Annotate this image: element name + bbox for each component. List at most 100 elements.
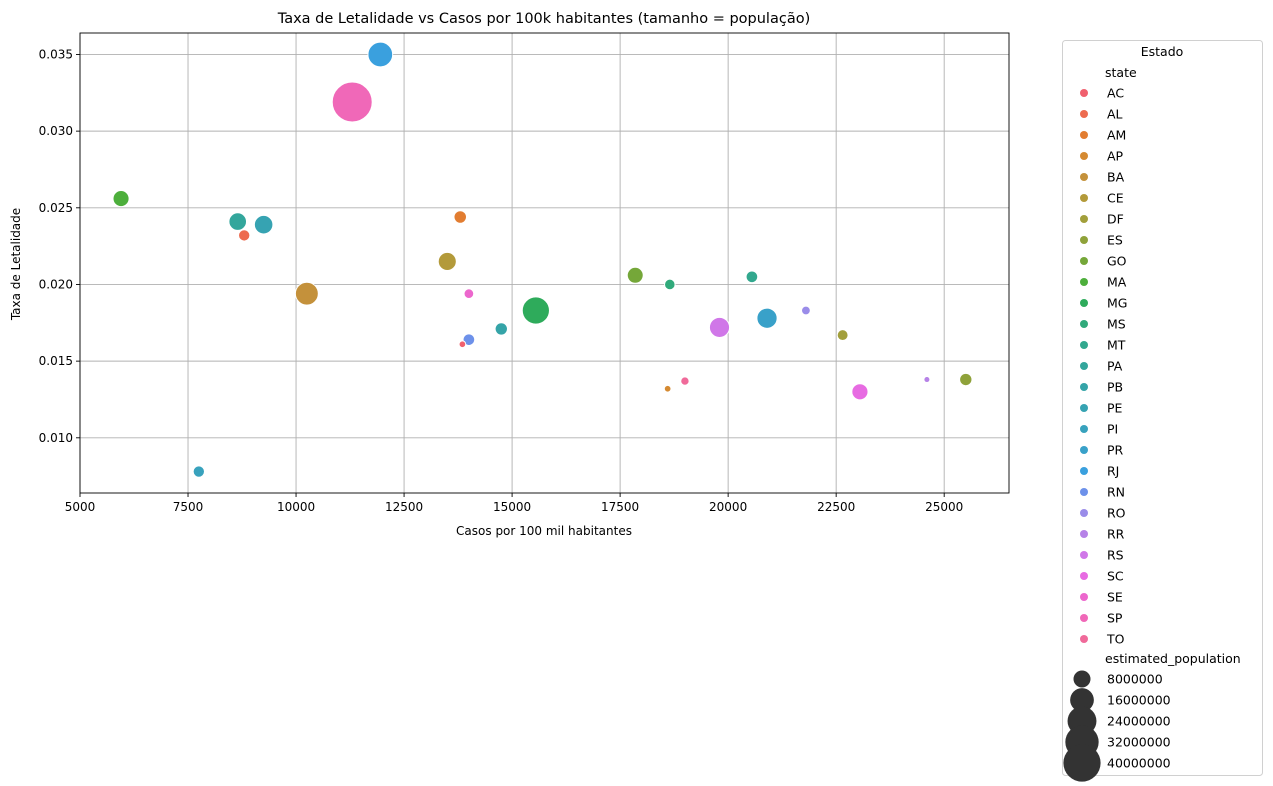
data-point-ma: [112, 190, 130, 208]
legend-item: DF: [1080, 212, 1124, 227]
legend-marker: [1080, 635, 1088, 643]
y-axis-label: Taxa de Letalidade: [9, 208, 23, 321]
legend-marker: [1080, 572, 1088, 580]
legend-marker: [1080, 383, 1088, 391]
legend-label: MT: [1107, 338, 1126, 353]
data-point-ap: [663, 384, 672, 393]
data-point-go: [626, 266, 644, 284]
legend-size-marker: [1063, 744, 1101, 782]
legend-label: AM: [1107, 128, 1126, 143]
legend-size-item: 40000000: [1063, 744, 1171, 782]
legend-label: RR: [1107, 527, 1125, 542]
legend-label: AP: [1107, 149, 1124, 164]
legend-size-item: 16000000: [1070, 688, 1171, 712]
legend-item: PR: [1080, 443, 1124, 458]
legend-item: MS: [1080, 317, 1126, 332]
legend-marker: [1080, 236, 1088, 244]
legend-marker: [1080, 152, 1088, 160]
legend-label: SE: [1107, 590, 1123, 605]
data-point-ba: [294, 281, 319, 306]
x-tick-label: 12500: [385, 500, 423, 514]
legend-marker: [1080, 320, 1088, 328]
legend-marker: [1080, 446, 1088, 454]
legend-item: MT: [1080, 338, 1126, 353]
legend-item: SC: [1080, 569, 1124, 584]
legend-label: PI: [1107, 422, 1118, 437]
chart-title: Taxa de Letalidade vs Casos por 100k hab…: [277, 11, 811, 27]
legend-label: CE: [1107, 191, 1124, 206]
legend-marker: [1080, 131, 1088, 139]
legend-marker: [1080, 404, 1088, 412]
legend-marker: [1080, 173, 1088, 181]
data-point-rs: [708, 316, 731, 338]
data-point-pi: [192, 465, 206, 478]
data-point-pb: [494, 322, 508, 336]
legend-label: SC: [1107, 569, 1124, 584]
legend-marker: [1080, 488, 1088, 496]
legend-item: PI: [1080, 422, 1118, 437]
legend-item: PA: [1080, 359, 1123, 374]
legend-item: PE: [1080, 401, 1123, 416]
data-point-ac: [458, 340, 467, 349]
legend-marker: [1080, 257, 1088, 265]
legend-item: RS: [1080, 548, 1124, 563]
legend-item: AL: [1080, 107, 1123, 122]
y-tick-label: 0.010: [39, 431, 73, 445]
x-tick-label: 20000: [709, 500, 747, 514]
data-point-rn: [462, 333, 476, 346]
legend-item: RR: [1080, 527, 1125, 542]
data-point-am: [453, 210, 467, 224]
legend-item: AC: [1080, 86, 1124, 101]
y-tick-label: 0.020: [39, 277, 73, 291]
legend-size-item: 8000000: [1073, 670, 1163, 688]
data-point-rr: [923, 376, 931, 384]
data-point-ce: [437, 251, 457, 272]
data-point-mt: [745, 270, 759, 284]
legend-item: ES: [1080, 233, 1123, 248]
legend-item: PB: [1080, 380, 1123, 395]
data-point-mg: [521, 296, 550, 325]
legend-label: PB: [1107, 380, 1123, 395]
legend-marker: [1080, 215, 1088, 223]
legend-size-label: 16000000: [1107, 693, 1171, 708]
legend-title: Estado: [1141, 44, 1184, 59]
legend-label: PR: [1107, 443, 1124, 458]
legend-size-title: estimated_population: [1105, 651, 1241, 666]
data-point-sc: [851, 383, 869, 401]
legend-frame: [1062, 40, 1263, 776]
legend-item: AM: [1080, 128, 1126, 143]
data-point-al: [238, 229, 251, 242]
data-point-sp: [331, 81, 373, 123]
legend-label: PA: [1107, 359, 1123, 374]
legend-marker: [1080, 509, 1088, 517]
legend-label: SP: [1107, 611, 1123, 626]
legend-item: TO: [1080, 632, 1125, 647]
legend-marker: [1080, 593, 1088, 601]
legend-marker: [1080, 110, 1088, 118]
plot-frame: [79, 32, 1010, 494]
legend-label: RS: [1107, 548, 1124, 563]
legend-item: RN: [1080, 485, 1125, 500]
x-tick-label: 17500: [601, 500, 639, 514]
legend-marker: [1080, 425, 1088, 433]
legend-label: MG: [1107, 296, 1127, 311]
data-point-se: [463, 288, 475, 300]
x-axis-label: Casos por 100 mil habitantes: [456, 524, 632, 538]
legend-size-label: 40000000: [1107, 756, 1171, 771]
legend-marker: [1080, 530, 1088, 538]
legend-label: MA: [1107, 275, 1127, 290]
x-tick-label: 5000: [65, 500, 96, 514]
y-tick-label: 0.030: [39, 124, 73, 138]
legend-label: RO: [1107, 506, 1126, 521]
data-point-pe: [253, 214, 274, 235]
legend-label: ES: [1107, 233, 1123, 248]
legend-size-marker: [1070, 688, 1094, 712]
legend-item: MA: [1080, 275, 1127, 290]
legend-marker: [1080, 194, 1088, 202]
data-point-pr: [756, 307, 778, 329]
legend: Estado state AC AL AM AP BA CE DF ES GO MA MG MS MT P…: [1062, 40, 1263, 782]
y-tick-label: 0.035: [39, 47, 73, 61]
legend-size-marker: [1073, 670, 1091, 688]
legend-hue-items: AC AL AM AP BA CE DF ES GO MA MG MS MT PA PB PE PI PR RJ RN…: [1080, 86, 1127, 647]
